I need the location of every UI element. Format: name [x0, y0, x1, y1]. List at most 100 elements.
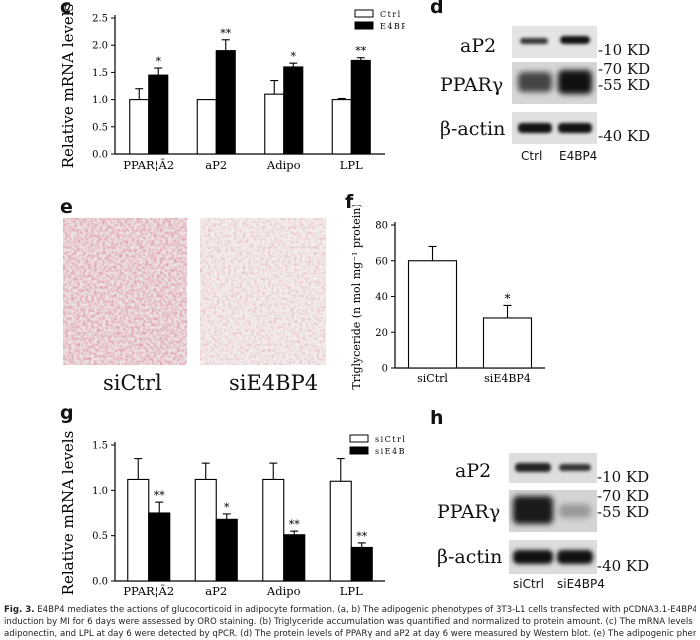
stain-sie4bp4	[200, 218, 326, 365]
marker-h-40kd: -40 KD	[597, 557, 650, 575]
chart-c: 0.0 0.5 1.0 1.5 2.0 2.5 Relative mRNA levels * P…	[59, 4, 405, 172]
c-category-label-1: aP2	[205, 158, 227, 172]
c-ytick-label-5: 2.5	[92, 14, 108, 25]
g-bar-0-1	[194, 478, 217, 582]
c-ytick-label-1: 0.5	[92, 122, 108, 133]
g-legend-label-1: siE4BP4	[375, 447, 405, 456]
c-ytick-label-2: 1.0	[92, 95, 108, 106]
panel-letter-e: e	[60, 196, 73, 218]
marker-h-70kd: -70 KD	[597, 487, 650, 505]
g-significance-2: **	[289, 518, 301, 531]
marker-h-55kd: -55 KD	[597, 503, 650, 521]
c-significance-3: **	[355, 45, 367, 58]
f-ytick-label-2: 40	[375, 292, 388, 303]
chart-g: 0.0 0.5 1.0 1.5 Relative mRNA levels ** PPAR¦Ã…	[59, 431, 405, 598]
f-bar-0-0	[407, 260, 458, 369]
caption-line-2: induction by MI for 6 days were assessed…	[4, 617, 696, 627]
blot-h-strip-ap2	[509, 453, 597, 483]
oro-image-sie4bp4	[200, 218, 326, 365]
c-bar-1-3	[350, 59, 371, 155]
figure-caption: Fig. 3. E4BP4 mediates the actions of gl…	[4, 604, 696, 640]
c-significance-0: *	[156, 55, 162, 68]
c-ytick-label-4: 2.0	[92, 41, 108, 52]
g-bar-1-3	[350, 546, 373, 582]
g-bar-1-1	[215, 518, 238, 582]
c-bar-0-2	[264, 93, 285, 155]
g-bar-0-2	[262, 478, 285, 582]
c-bar-0-0	[129, 99, 150, 155]
f-category-label-1: siE4BP4	[484, 372, 531, 385]
g-bar-0-3	[329, 480, 352, 582]
g-category-label-2: Adipo	[266, 584, 301, 598]
g-legend-swatch-0	[349, 434, 369, 443]
c-legend-label-1: E4BP4	[380, 22, 405, 31]
g-ytick-label-1: 0.5	[92, 531, 108, 542]
panel-letter-h: h	[430, 407, 444, 429]
panel-letter-g: g	[60, 402, 74, 424]
c-significance-1: **	[220, 27, 232, 40]
g-ytick-label-3: 1.5	[92, 441, 108, 452]
image-label-sie4bp4: siE4BP4	[229, 371, 319, 395]
f-ytick-label-0: 0	[382, 364, 388, 375]
c-category-label-3: LPL	[340, 158, 363, 172]
panel-letter-f: f	[345, 191, 354, 213]
c-y-axis-label: Relative mRNA levels	[59, 4, 77, 169]
blot-strip-actin	[512, 112, 597, 144]
c-legend-swatch-0	[354, 9, 374, 18]
caption-line-1-text: E4BP4 mediates the actions of glucocorti…	[34, 605, 696, 615]
g-legend-label-0: siCtrl	[375, 435, 405, 444]
blot-strip-ppar	[512, 62, 597, 104]
g-category-label-3: LPL	[340, 584, 363, 598]
f-category-label-0: siCtrl	[417, 372, 448, 385]
g-bar-0-0	[127, 478, 150, 582]
panel-letter-d: d	[430, 0, 444, 18]
blot-label-ppar: PPARγ	[440, 74, 504, 96]
marker-55kd: -55 KD	[598, 76, 651, 94]
lane-label-sictrl: siCtrl	[513, 577, 544, 591]
g-ytick-label-2: 1.0	[92, 486, 108, 497]
blot-label-ap2: aP2	[460, 35, 497, 57]
g-significance-0: **	[154, 489, 166, 502]
blot-h-label-ppar: PPARγ	[437, 501, 501, 523]
blot-h-label-actin: β-actin	[437, 546, 503, 568]
c-bar-0-1	[196, 99, 217, 155]
f-ytick-label-3: 60	[375, 256, 388, 267]
image-label-sictrl: siCtrl	[103, 371, 162, 395]
caption-line-3: adiponectin, and LPL at day 6 were detec…	[4, 629, 696, 639]
blot-strip-ap2	[512, 26, 597, 58]
c-bar-1-0	[148, 74, 169, 155]
c-ytick-label-3: 1.5	[92, 68, 108, 79]
g-category-label-1: aP2	[205, 584, 227, 598]
f-bar-0-1	[482, 317, 533, 369]
g-significance-1: *	[224, 501, 230, 514]
marker-40kd: -40 KD	[598, 127, 651, 145]
c-legend-label-0: Ctrl	[380, 10, 402, 19]
blot-label-actin: β-actin	[440, 118, 506, 140]
c-bar-1-1	[215, 50, 236, 155]
f-ytick-label-4: 80	[375, 221, 388, 232]
c-bar-0-3	[331, 99, 352, 155]
marker-10kd: -10 KD	[598, 41, 651, 59]
western-blot-d: aP2 PPARγ β-actin -10 KD -70 KD -55 KD -…	[425, 0, 700, 195]
blot-h-label-ap2: aP2	[455, 460, 492, 482]
marker-h-10kd: -10 KD	[597, 468, 650, 486]
g-bar-1-2	[283, 534, 306, 582]
c-category-label-2: Adipo	[266, 158, 301, 172]
c-bar-1-2	[283, 66, 304, 155]
panel-letter-c: c	[60, 0, 72, 18]
f-y-axis-label: Triglyceride (n mol mg⁻¹ protein)	[350, 205, 363, 390]
g-category-label-0: PPAR¦Ã2	[123, 584, 174, 598]
c-ytick-label-0: 0.0	[92, 150, 108, 161]
chart-f: 0 20 40 60 80 Triglyceride (n mol mg⁻¹ protei…	[350, 205, 545, 390]
f-significance-1: *	[505, 291, 511, 305]
g-y-axis-label: Relative mRNA levels	[59, 431, 77, 596]
western-blot-h: aP2 PPARγ β-actin -10 KD -70 KD -55 KD -…	[425, 440, 700, 600]
g-ytick-label-0: 0.0	[92, 577, 108, 588]
c-legend-swatch-1	[354, 21, 374, 30]
caption-line-1: Fig. 3. E4BP4 mediates the actions of gl…	[4, 604, 696, 616]
caption-fig-label: Fig. 3.	[4, 605, 35, 615]
oro-image-sictrl	[63, 218, 187, 365]
lane-label-e4bp4: E4BP4	[559, 149, 598, 163]
c-category-label-0: PPAR¦Ã2	[123, 158, 174, 172]
g-legend-swatch-1	[349, 446, 369, 455]
